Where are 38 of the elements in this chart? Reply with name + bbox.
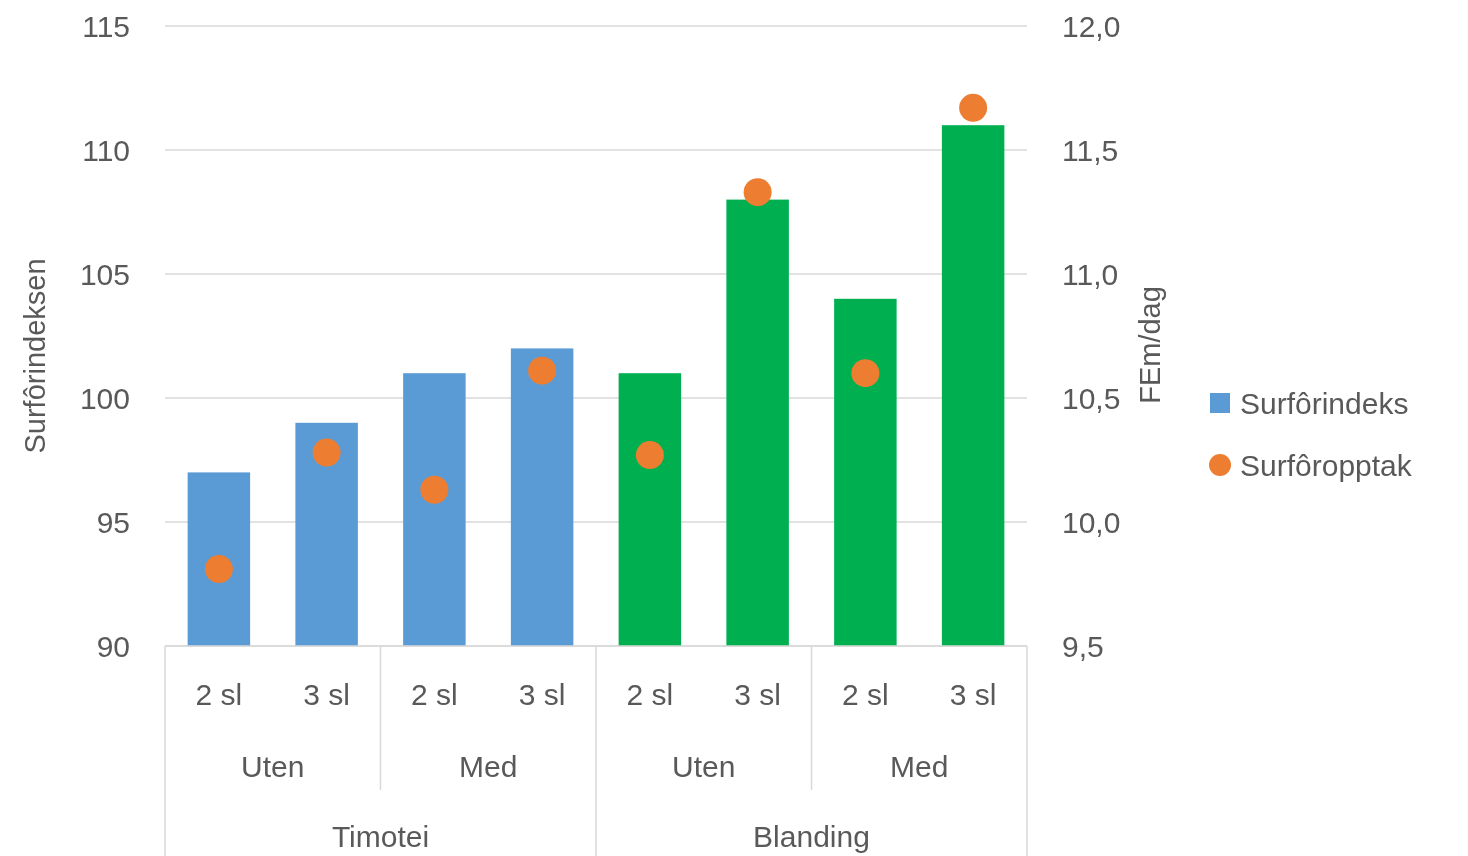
text: Med [890,750,949,783]
x-tick-label: 2 sl [411,678,458,711]
x-tick-label: 2 sl [626,678,674,711]
legend-label: Surfôropptak [1240,448,1413,482]
y-tick-label: 105 [79,257,130,291]
y2-axis-title: FEm/dag [1134,286,1166,404]
x-tick-label: 3 sl [949,678,997,711]
y2-tick-label: 11,0 [1062,257,1119,291]
y2-tick-label: 12,0 [1062,9,1121,43]
point [851,359,880,388]
x-tick-label: 2 sl [842,678,889,711]
text: Uten [241,750,305,783]
y2-tick-label: 10,0 [1062,505,1121,539]
y-tick-label: 95 [96,505,130,539]
x-tick-label: 2 sl [195,678,243,711]
text: Med [459,750,518,783]
y-axis-title: Surfôrindeksen [19,258,51,454]
legend-label: Surfôrindeks [1240,386,1409,420]
x-tick-label: 3 sl [518,678,566,711]
y-tick-label: 100 [79,381,130,415]
x-tick-label: 3 sl [303,678,350,711]
point [528,356,557,385]
point [743,178,772,207]
x-tick-label: 3 sl [734,678,781,711]
y-tick-label: 90 [96,629,130,663]
text: Uten [672,750,736,783]
point [420,475,449,504]
point [959,93,988,122]
text: Timotei [331,820,430,853]
y2-tick-label: 11,5 [1062,133,1119,167]
y-tick-label: 115 [82,9,130,43]
point [635,441,664,470]
point [312,438,341,467]
y-tick-label: 110 [82,133,130,167]
y2-tick-label: 9,5 [1062,629,1104,663]
point [204,555,233,584]
y2-tick-label: 10,5 [1062,381,1121,415]
text: Blanding [753,820,870,853]
